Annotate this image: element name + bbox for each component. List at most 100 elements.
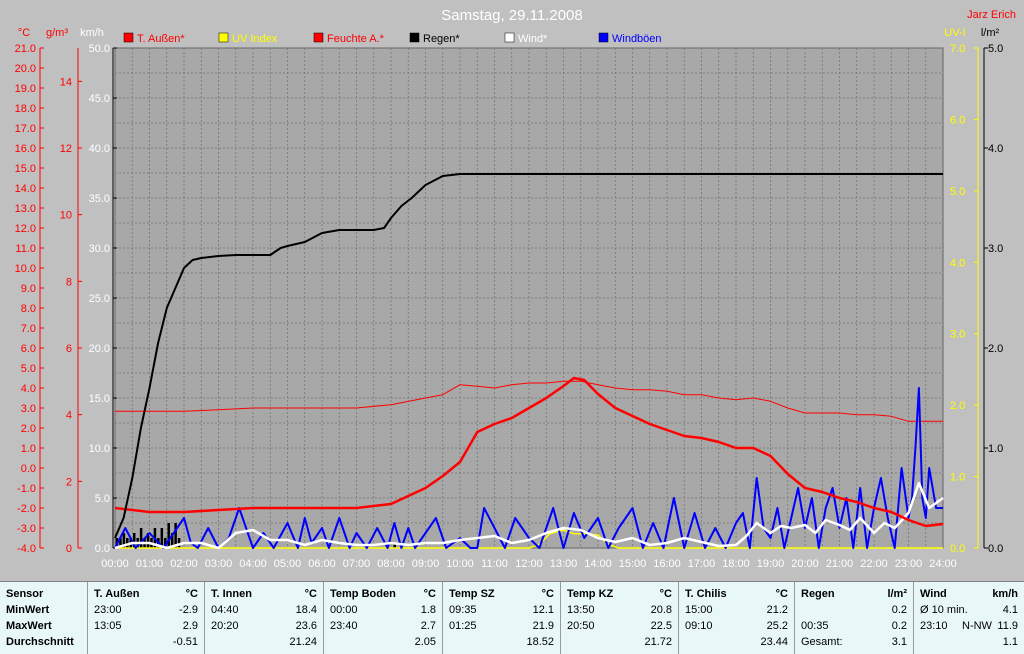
axis-tick-label: 6 [66,343,72,355]
axis-title: UV-I [944,27,965,39]
axis-tick-label: 3.0 [988,243,1003,255]
axis-tick-label: -3.0 [17,523,36,535]
rain-bar [174,523,177,548]
chart-author: Jarz Erich [967,9,1016,21]
statistics-panel: Sensor MinWert MaxWert Durchschnitt T. A… [0,581,1024,654]
min-time: 04:40 [211,604,239,616]
axis-tick-label: 14.0 [15,183,36,195]
axis-tick-label: 5.0 [95,493,110,505]
x-tick-label: 12:00 [515,558,543,570]
x-tick-label: 09:00 [412,558,440,570]
rain-bar [122,533,126,548]
rain-bar [132,533,136,548]
axis-tick-label: 15.0 [15,163,36,175]
wind-header: Wind [920,588,947,600]
x-tick-label: 21:00 [826,558,854,570]
x-tick-label: 13:00 [550,558,578,570]
max-value: 23.6 [295,620,317,632]
max-time: 20:20 [211,620,239,632]
stats-column: T. Außen °C 23:00 -2.9 13:05 2.9 -0.51 [88,582,205,654]
axis-tick-label: 13.0 [15,203,36,215]
regen-unit: l/m² [887,588,907,600]
x-tick-label: 02:00 [170,558,198,570]
wind-max-value: 11.9 [997,620,1018,632]
regen-max-value: 0.2 [891,620,907,632]
rain-bar [164,538,167,548]
regen-max-time: 00:35 [801,620,829,632]
min-value: 18.4 [295,604,317,616]
axis-tick-label: 2.0 [950,400,965,412]
rain-bar [393,543,396,548]
column-unit: °C [659,588,672,600]
x-tick-label: 10:00 [446,558,474,570]
legend-label: Feuchte A.* [327,33,385,45]
avg-label: Durchschnitt [6,636,74,648]
min-value: 21.2 [766,604,788,616]
avg-value: -0.51 [172,636,198,648]
axis-tick-label: 18.0 [15,103,36,115]
legend-swatch [598,32,609,43]
wind-last-value: 1.1 [1002,636,1018,648]
axis-tick-label: 8 [66,276,72,288]
wind-max-direction: N-NW [962,620,992,632]
wind-max-time: 23:10 [920,620,948,632]
x-tick-label: 00:00 [101,558,129,570]
axis-tick-label: 0 [66,543,72,555]
legend-label: Wind* [518,33,548,45]
axis-tick-label: 45.0 [89,93,110,105]
rain-bar [146,533,150,548]
column-header: T. Innen [211,588,252,600]
axis-tick-label: -1.0 [17,483,36,495]
column-unit: °C [541,588,554,600]
max-value: 25.2 [766,620,788,632]
axis-tick-label: 5.0 [21,363,36,375]
min-value: 1.8 [420,604,436,616]
axis-tick-label: 4.0 [950,257,965,269]
axis-tick-label: 11.0 [15,243,36,255]
x-tick-label: 08:00 [377,558,405,570]
axis-tick-label: 20.0 [15,63,36,75]
regen-total-value: 3.1 [891,636,907,648]
legend-label: Windböen [612,33,662,45]
rain-bar [119,538,122,548]
axis-tick-label: 21.0 [15,43,36,55]
stats-column: T. Innen °C 04:40 18.4 20:20 23.6 21.24 [205,582,324,654]
x-tick-label: 20:00 [791,558,819,570]
x-tick-label: 24:00 [929,558,957,570]
axis-title: °C [18,27,30,39]
rain-bar [170,533,174,548]
axis-tick-label: 4.0 [21,383,36,395]
column-unit: °C [775,588,788,600]
x-tick-label: 03:00 [205,558,233,570]
x-tick-label: 23:00 [895,558,923,570]
rain-bar [177,538,181,548]
axis-tick-label: 0.0 [950,543,965,555]
axis-tick-label: 12.0 [15,223,36,235]
wind-avg-label: Ø 10 min. [920,604,968,616]
axis-tick-label: 17.0 [15,123,36,135]
max-label: MaxWert [6,620,52,632]
axis-tick-label: 6.0 [21,343,36,355]
min-time: 09:35 [449,604,477,616]
rain-bar [160,528,164,548]
min-value: 12.1 [532,604,554,616]
legend-swatch [313,32,324,43]
legend-swatch [504,32,515,43]
axis-tick-label: 25.0 [89,293,110,305]
axis-tick-label: 12 [60,143,72,155]
column-unit: °C [423,588,436,600]
regen-total-label: Gesamt: [801,636,843,648]
series-line-rain [114,173,943,539]
axis-tick-label: 20.0 [89,343,110,355]
max-value: 21.9 [532,620,554,632]
axis-tick-label: 30.0 [89,243,110,255]
axis-tick-label: 3.0 [21,403,36,415]
series-line-hum [115,380,943,422]
axis-tick-label: 2.0 [988,343,1003,355]
max-time: 09:10 [685,620,713,632]
legend-label: T. Außen* [137,33,185,45]
avg-value: 21.72 [644,636,672,648]
legend-swatch [218,32,229,43]
column-header: Temp SZ [449,588,495,600]
x-tick-label: 05:00 [274,558,302,570]
